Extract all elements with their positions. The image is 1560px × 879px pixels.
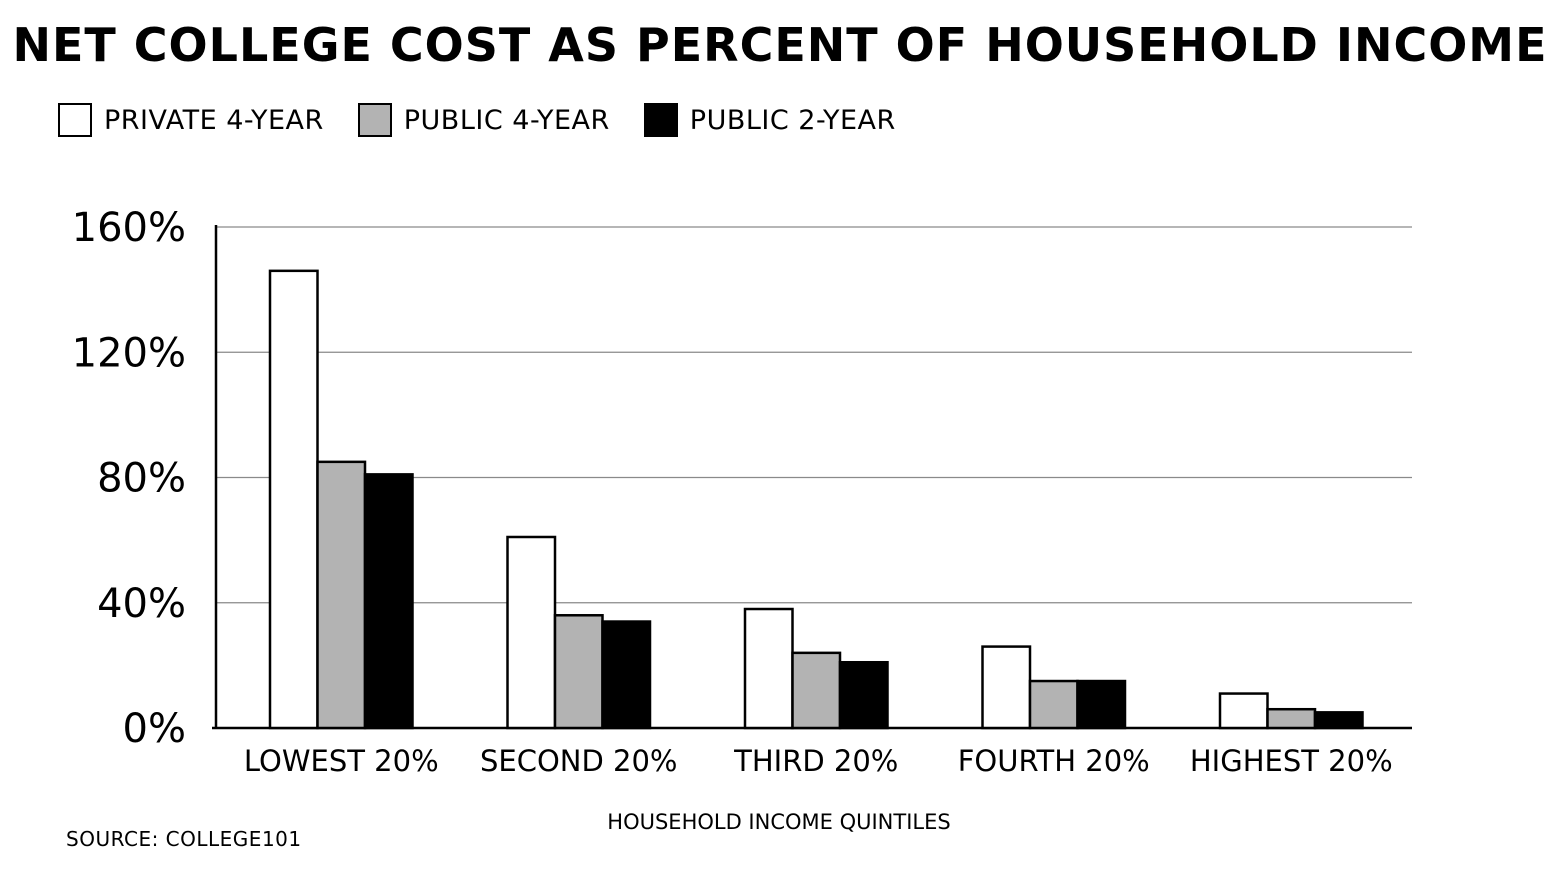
- bar-public-4-year: [316, 460, 367, 730]
- x-tick-label: SECOND 20%: [480, 744, 678, 778]
- legend-item-public-2-year: PUBLIC 2-YEAR: [643, 103, 896, 137]
- legend-swatch-public-4-year: [357, 103, 392, 137]
- bar-public-4-year: [791, 651, 842, 730]
- y-tick-label: 40%: [97, 581, 186, 627]
- x-tick-label: LOWEST 20%: [244, 744, 439, 778]
- bar-private-4-year: [1218, 692, 1269, 730]
- legend-swatch-private-4-year: [58, 103, 92, 137]
- bar-public-4-year: [553, 614, 604, 730]
- legend-item-private-4-year: PRIVATE 4-YEAR: [58, 103, 324, 137]
- source-note: SOURCE: COLLEGE101: [66, 827, 302, 851]
- bar-public-2-year: [363, 473, 414, 730]
- bar-public-2-year: [1076, 679, 1127, 730]
- bar-private-4-year: [268, 269, 319, 730]
- legend-swatch-public-2-year: [643, 103, 678, 137]
- y-tick-label: 160%: [72, 205, 186, 251]
- y-tick-label: 80%: [97, 456, 186, 502]
- bar-public-2-year: [601, 620, 652, 730]
- legend: PRIVATE 4-YEAR PUBLIC 4-YEAR PUBLIC 2-YE…: [58, 100, 930, 140]
- legend-label-public-4-year: PUBLIC 4-YEAR: [403, 104, 610, 136]
- legend-label-public-2-year: PUBLIC 2-YEAR: [689, 104, 896, 136]
- legend-label-private-4-year: PRIVATE 4-YEAR: [104, 104, 324, 136]
- bar-private-4-year: [981, 645, 1032, 730]
- y-tick-label: 120%: [72, 330, 186, 376]
- x-tick-label: FOURTH 20%: [958, 744, 1150, 778]
- bar-public-2-year: [1313, 711, 1364, 730]
- bar-public-2-year: [838, 660, 889, 730]
- legend-item-public-4-year: PUBLIC 4-YEAR: [357, 103, 610, 137]
- y-tick-label: 0%: [123, 706, 186, 752]
- bar-public-4-year: [1266, 707, 1317, 730]
- x-tick-label: THIRD 20%: [733, 744, 898, 778]
- bar-private-4-year: [506, 535, 557, 730]
- x-tick-label: HIGHEST 20%: [1190, 744, 1393, 778]
- bar-public-4-year: [1028, 679, 1079, 730]
- bar-private-4-year: [743, 607, 794, 730]
- chart-title: NET COLLEGE COST AS PERCENT OF HOUSEHOLD…: [12, 18, 1548, 72]
- x-axis-title: HOUSEHOLD INCOME QUINTILES: [607, 810, 950, 834]
